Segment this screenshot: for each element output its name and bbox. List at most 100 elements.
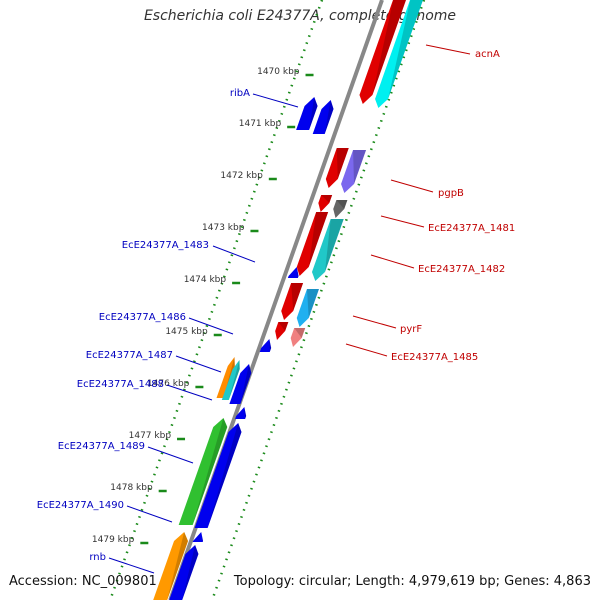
EcE24377A_1489-arrow-shade	[192, 418, 228, 525]
EcE24377A_1482-neighbor-arrow-shade	[308, 212, 329, 267]
EcE24377A_1489-neighbor-gene	[194, 423, 242, 528]
upstream-1481-arrow	[318, 195, 333, 212]
scale-tick-label: 1474 kbp	[184, 275, 227, 285]
acnA-partner-gene	[375, 0, 423, 108]
EcE24377A_1488-arrow	[221, 360, 240, 400]
EcE24377A_1481-gene	[333, 200, 348, 218]
gene-label-EcE24377A_1490: EcE24377A_1490	[37, 500, 124, 511]
acnA-gene	[359, 0, 406, 104]
label-leader-line	[188, 317, 234, 335]
label-leader-line	[126, 505, 173, 523]
EcE24377A_1489-gene	[178, 418, 228, 525]
label-leader-line	[175, 355, 222, 373]
gene-label-EcE24377A_1488: EcE24377A_1488	[77, 379, 164, 390]
EcE24377A_1485-gene	[290, 328, 306, 347]
ribA-partner-arrow-shade	[324, 100, 334, 134]
gene-label-pyrF: pyrF	[400, 324, 422, 335]
acnA-arrow-shade	[372, 0, 406, 95]
scale-tick-label: 1471 kbp	[239, 119, 282, 129]
gene-label-EcE24377A_1485: EcE24377A_1485	[391, 352, 478, 363]
genome-summary: Topology: circular; Length: 4,979,619 bp…	[233, 574, 591, 589]
scale-tick-label: 1472 kbp	[220, 171, 263, 181]
pyrF-arrow-shade	[306, 289, 319, 318]
scale-tick-label: 1477 kbp	[129, 431, 172, 441]
EcE24377A_1485-arrow-shade	[294, 328, 306, 338]
EcE24377A_1488-neighbor-arrow	[229, 364, 252, 404]
EcE24377A_1482-arrow-shade	[324, 219, 344, 272]
outer-guide-line	[211, 0, 426, 600]
pgpB-gene	[341, 150, 367, 193]
EcE24377A_1489-neighbor-arrow	[194, 423, 242, 528]
scale-tick-label: 1475 kbp	[165, 327, 208, 337]
label-leader-line	[212, 245, 256, 263]
gene-label-pgpB: pgpB	[438, 188, 464, 199]
EcE24377A_1485-arrow	[290, 328, 306, 347]
EcE24377A_1487-arrow	[216, 357, 235, 398]
EcE24377A_1486-arrow	[259, 339, 272, 352]
EcE24377A_1481-arrow	[333, 200, 348, 218]
acnA-arrow	[359, 0, 406, 104]
label-leader-line	[390, 179, 434, 193]
rnb-neighbor-gene	[169, 545, 199, 600]
pyrF-arrow	[296, 289, 319, 327]
pgpB-neighbor-gene	[325, 148, 349, 188]
acnA-partner-arrow	[375, 0, 423, 108]
EcE24377A_1489-neighbor-arrow-shade	[207, 423, 242, 528]
EcE24377A_1488-small-gene	[235, 407, 247, 419]
label-leader-line	[345, 343, 388, 357]
pgpB-neighbor-arrow	[325, 148, 349, 188]
label-leader-line	[380, 215, 425, 228]
EcE24377A_1489-arrow	[178, 418, 228, 525]
EcE24377A_1483-arrow-shade	[296, 267, 299, 278]
EcE24377A_1490-gene	[192, 532, 204, 542]
EcE24377A_1483-arrow	[287, 267, 299, 278]
scale-tick-label: 1470 kbp	[257, 67, 300, 77]
EcE24377A_1490-arrow	[192, 532, 204, 542]
rnb-gene	[153, 532, 189, 600]
pyrF-gene	[296, 289, 319, 327]
gene-label-EcE24377A_1481: EcE24377A_1481	[428, 223, 515, 234]
label-leader-line	[370, 254, 415, 269]
inner-guide-line	[109, 0, 324, 600]
EcE24377A_1482-neighbor-gene	[296, 212, 329, 276]
label-leader-line	[147, 446, 194, 464]
EcE24377A_1490-arrow-shade	[201, 532, 204, 542]
pyrF-neighbor-gene	[281, 283, 304, 320]
rnb-neighbor-arrow-shade	[182, 545, 199, 600]
gene-label-ribA: ribA	[230, 88, 250, 99]
EcE24377A_1483-gene	[287, 267, 299, 278]
EcE24377A_1488-arrow-shade	[228, 360, 240, 400]
EcE24377A_1488-neighbor-arrow-shade	[240, 364, 252, 404]
EcE24377A_1482-arrow	[311, 219, 344, 281]
rnb-neighbor-arrow	[169, 545, 199, 600]
EcE24377A_1486-gene	[259, 339, 272, 352]
EcE24377A_1488-small-arrow	[235, 407, 247, 419]
label-leader-line	[166, 384, 213, 401]
EcE24377A_1488-neighbor-gene	[229, 364, 252, 404]
pyrF-neighbor-arrow	[281, 283, 304, 320]
label-leader-line	[108, 557, 155, 574]
pgpB-arrow	[341, 150, 367, 193]
EcE24377A_1485-neighbor-gene	[275, 322, 289, 340]
EcE24377A_1481-arrow-shade	[336, 200, 348, 209]
gene-label-EcE24377A_1483: EcE24377A_1483	[122, 240, 209, 251]
pyrF-neighbor-arrow-shade	[291, 283, 304, 311]
EcE24377A_1482-gene	[311, 219, 344, 281]
scale-tick-label: 1473 kbp	[202, 223, 245, 233]
gene-label-acnA: acnA	[475, 49, 500, 60]
EcE24377A_1488-gene	[221, 360, 240, 400]
gene-label-EcE24377A_1487: EcE24377A_1487	[86, 350, 173, 361]
scale-tick-label: 1479 kbp	[92, 535, 135, 545]
ribA-partner-gene	[312, 100, 334, 134]
upstream-1481-gene	[318, 195, 333, 212]
label-leader-line	[252, 93, 299, 108]
acnA-partner-arrow-shade	[388, 0, 423, 99]
EcE24377A_1485-neighbor-arrow	[275, 322, 289, 340]
accession-label: Accession: NC_009801	[9, 574, 157, 589]
gene-label-EcE24377A_1489: EcE24377A_1489	[58, 441, 145, 452]
EcE24377A_1482-neighbor-arrow	[296, 212, 329, 276]
rnb-arrow-shade	[167, 532, 189, 600]
pgpB-neighbor-arrow-shade	[336, 148, 349, 179]
gene-label-EcE24377A_1486: EcE24377A_1486	[99, 312, 186, 323]
